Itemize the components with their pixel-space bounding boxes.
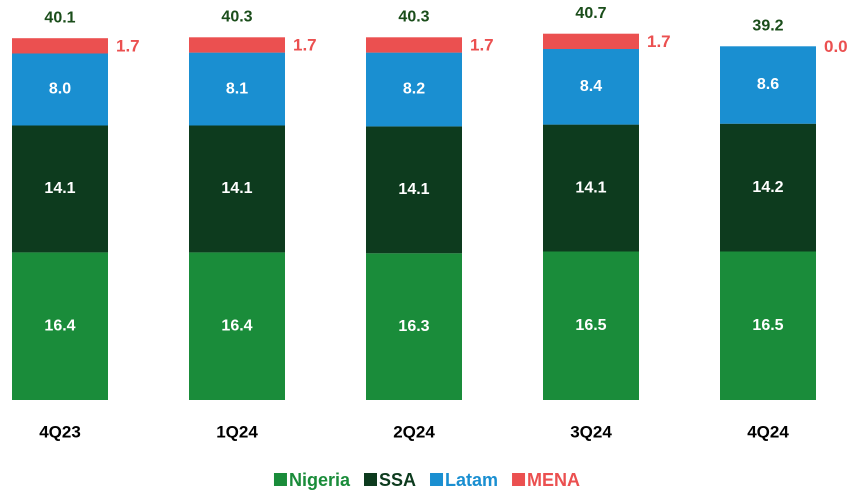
data-label: 8.2	[403, 81, 425, 98]
x-tick-label: 1Q24	[216, 422, 258, 441]
x-tick-label: 3Q24	[570, 422, 612, 441]
data-label: 1.7	[647, 32, 671, 51]
legend-swatch	[512, 473, 526, 486]
data-label: 14.1	[44, 180, 75, 197]
data-label: 16.4	[221, 317, 252, 334]
x-tick-label: 2Q24	[393, 422, 435, 441]
bar-segment	[543, 33, 639, 49]
bar-segment	[12, 38, 108, 54]
legend-label: Nigeria	[289, 470, 351, 490]
total-label: 40.3	[398, 9, 429, 26]
bar-segment	[189, 37, 285, 53]
bar-segment	[189, 52, 285, 126]
data-label: 16.4	[44, 317, 75, 334]
data-label: 8.0	[49, 81, 71, 98]
legend-swatch	[430, 473, 444, 486]
total-label: 40.3	[221, 9, 252, 26]
bar-segment	[12, 53, 108, 126]
bar-segment	[720, 251, 816, 400]
x-tick-label: 4Q24	[747, 422, 789, 441]
legend-label: MENA	[527, 470, 580, 490]
data-label: 1.7	[116, 36, 140, 55]
data-label: 1.7	[293, 35, 317, 54]
bar-segment	[543, 251, 639, 400]
legend-label: SSA	[379, 470, 416, 490]
bar-segment	[366, 37, 462, 53]
data-label: 0.0	[824, 37, 848, 56]
data-label: 1.7	[470, 35, 494, 54]
bar-segment	[720, 123, 816, 252]
data-label: 14.1	[398, 181, 429, 198]
x-tick-label: 4Q23	[39, 422, 81, 441]
legend-label: Latam	[445, 470, 498, 490]
bar-segment	[720, 46, 816, 124]
bar-segment	[366, 126, 462, 254]
data-label: 16.5	[752, 317, 783, 334]
bar-segment	[543, 49, 639, 125]
bar-segment	[12, 125, 108, 253]
legend-swatch	[364, 473, 377, 486]
data-label: 8.1	[226, 80, 248, 97]
total-label: 40.7	[575, 5, 606, 22]
bar-segment	[543, 124, 639, 252]
data-label: 8.4	[580, 78, 602, 95]
bar-segment	[12, 252, 108, 400]
bar-segment	[189, 125, 285, 253]
legend: Nigeria SSA Latam MENA	[273, 470, 580, 490]
data-label: 16.5	[575, 317, 606, 334]
total-label: 40.1	[44, 9, 75, 26]
bar-segment	[366, 253, 462, 400]
data-label: 16.3	[398, 318, 429, 335]
data-label: 8.6	[757, 76, 779, 93]
total-label: 39.2	[752, 18, 783, 35]
legend-swatch	[273, 473, 287, 486]
data-label: 14.2	[752, 179, 783, 196]
data-label: 14.1	[221, 180, 252, 197]
bar-segment	[366, 52, 462, 127]
bar-segment	[189, 252, 285, 400]
data-label: 14.1	[575, 179, 606, 196]
